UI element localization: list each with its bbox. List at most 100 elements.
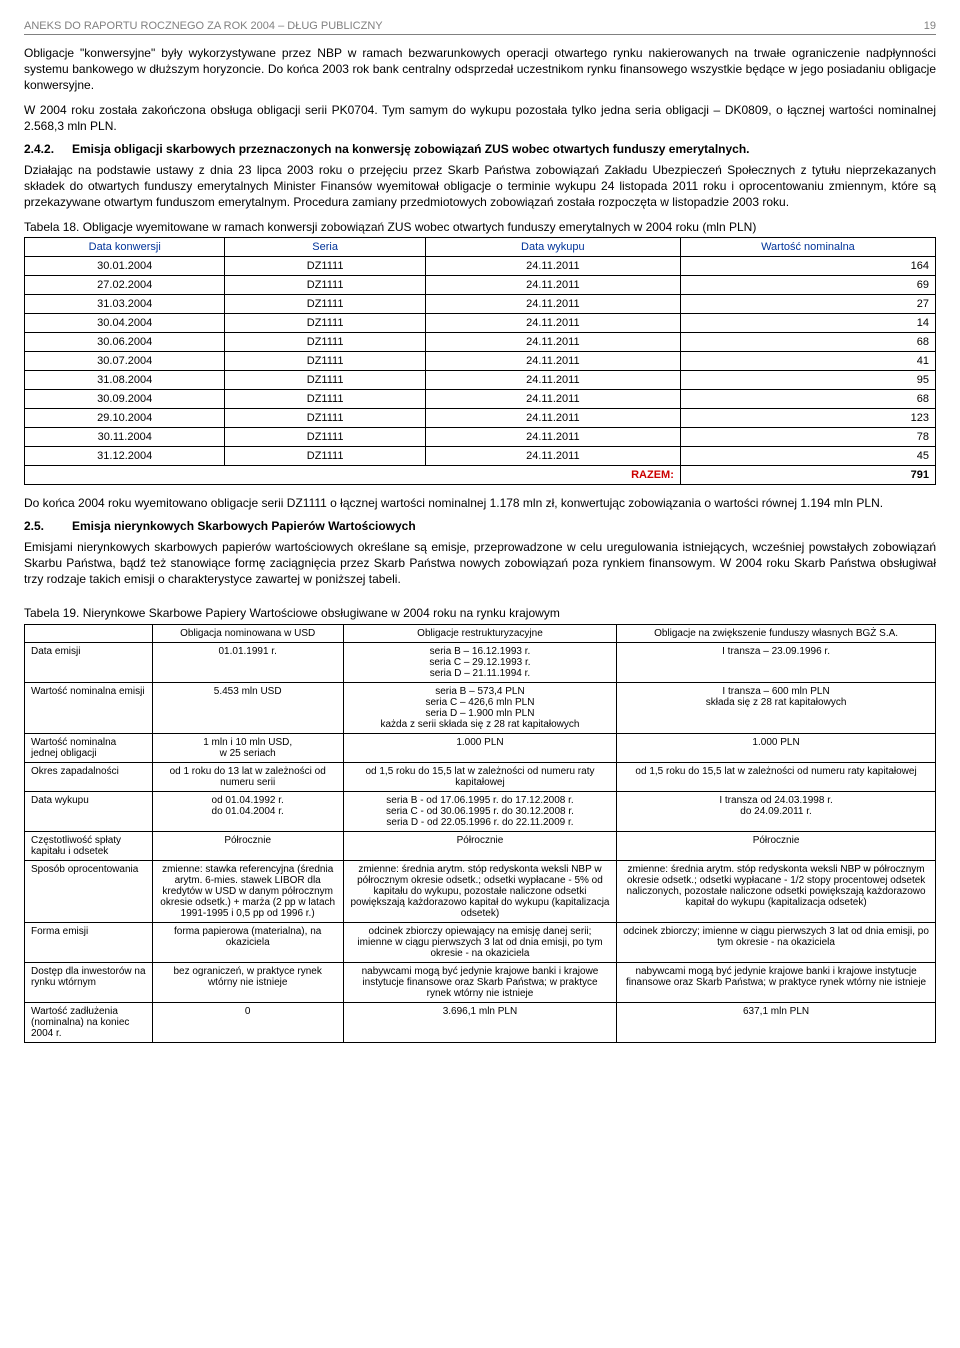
row-label: Forma emisji: [25, 922, 153, 962]
table-cell: 1.000 PLN: [617, 733, 936, 762]
table-cell: 24.11.2011: [425, 275, 680, 294]
page-header: ANEKS DO RAPORTU ROCZNEGO ZA ROK 2004 – …: [24, 20, 936, 35]
table-cell: 30.04.2004: [25, 313, 225, 332]
table-cell: 24.11.2011: [425, 408, 680, 427]
table-cell: Półrocznie: [152, 831, 343, 860]
table-cell: bez ograniczeń, w praktyce rynek wtórny …: [152, 962, 343, 1002]
table-row: 30.01.2004DZ111124.11.2011164: [25, 256, 936, 275]
table-cell: 41: [680, 351, 935, 370]
table-cell: DZ1111: [225, 370, 425, 389]
table-cell: 31.12.2004: [25, 446, 225, 465]
row-label: Sposób oprocentowania: [25, 860, 153, 922]
table-cell: 30.07.2004: [25, 351, 225, 370]
table-cell: 24.11.2011: [425, 256, 680, 275]
table-cell: forma papierowa (materialna), na okazici…: [152, 922, 343, 962]
table-cell: 68: [680, 332, 935, 351]
table-row: 30.09.2004DZ111124.11.201168: [25, 389, 936, 408]
table-18-header-row: Data konwersji Seria Data wykupu Wartość…: [25, 237, 936, 256]
table-cell: nabywcami mogą być jedynie krajowe banki…: [617, 962, 936, 1002]
table-row: Data emisji01.01.1991 r.seria B – 16.12.…: [25, 642, 936, 682]
table-cell: seria B – 16.12.1993 r.seria C – 29.12.1…: [343, 642, 616, 682]
table-cell: od 1,5 roku do 15,5 lat w zależności od …: [343, 762, 616, 791]
table-cell: nabywcami mogą być jedynie krajowe banki…: [343, 962, 616, 1002]
table-cell: 31.03.2004: [25, 294, 225, 313]
table-row: 27.02.2004DZ111124.11.201169: [25, 275, 936, 294]
table-cell: seria B - od 17.06.1995 r. do 17.12.2008…: [343, 791, 616, 831]
table-cell: 24.11.2011: [425, 427, 680, 446]
table-cell: 24.11.2011: [425, 370, 680, 389]
table-cell: 95: [680, 370, 935, 389]
table-row: Okres zapadalnościod 1 roku do 13 lat w …: [25, 762, 936, 791]
table-cell: 30.11.2004: [25, 427, 225, 446]
table-cell: 1.000 PLN: [343, 733, 616, 762]
table-cell: 24.11.2011: [425, 294, 680, 313]
table-cell: DZ1111: [225, 256, 425, 275]
section-242-heading: 2.4.2. Emisja obligacji skarbowych przez…: [24, 142, 936, 156]
table-cell: 164: [680, 256, 935, 275]
table-row: 30.11.2004DZ111124.11.201178: [25, 427, 936, 446]
table-row: Wartość zadłużenia (nominalna) na koniec…: [25, 1002, 936, 1042]
table-18-header: Data konwersji: [25, 237, 225, 256]
table-cell: 68: [680, 389, 935, 408]
table-row: 31.08.2004DZ111124.11.201195: [25, 370, 936, 389]
table-row: 29.10.2004DZ111124.11.2011123: [25, 408, 936, 427]
table-19-header: Obligacja nominowana w USD: [152, 624, 343, 642]
table-cell: 24.11.2011: [425, 446, 680, 465]
table-row-total: RAZEM:791: [25, 465, 936, 484]
table-cell: 78: [680, 427, 935, 446]
table-18-header: Data wykupu: [425, 237, 680, 256]
table-cell: 24.11.2011: [425, 332, 680, 351]
table-cell: 0: [152, 1002, 343, 1042]
table-cell: I transza od 24.03.1998 r.do 24.09.2011 …: [617, 791, 936, 831]
table-row: Forma emisjiforma papierowa (materialna)…: [25, 922, 936, 962]
table-cell: seria B – 573,4 PLNseria C – 426,6 mln P…: [343, 682, 616, 733]
table-cell: DZ1111: [225, 313, 425, 332]
table-18-caption: Tabela 18. Obligacje wyemitowane w ramac…: [24, 219, 936, 235]
table-cell: 3.696,1 mln PLN: [343, 1002, 616, 1042]
table-cell: zmienne: stawka referencyjna (średnia ar…: [152, 860, 343, 922]
table-cell: 31.08.2004: [25, 370, 225, 389]
section-25-heading: 2.5. Emisja nierynkowych Skarbowych Papi…: [24, 519, 936, 533]
table-19-header-row: Obligacja nominowana w USD Obligacje res…: [25, 624, 936, 642]
paragraph-2: W 2004 roku została zakończona obsługa o…: [24, 102, 936, 134]
table-cell: DZ1111: [225, 408, 425, 427]
table-19-header: Obligacje restrukturyzacyjne: [343, 624, 616, 642]
header-page-number: 19: [924, 20, 936, 32]
row-label: Wartość nominalna jednej obligacji: [25, 733, 153, 762]
table-cell: od 1 roku do 13 lat w zależności od nume…: [152, 762, 343, 791]
table-cell: DZ1111: [225, 275, 425, 294]
total-label: RAZEM:: [25, 465, 681, 484]
row-label: Data wykupu: [25, 791, 153, 831]
table-cell: 637,1 mln PLN: [617, 1002, 936, 1042]
table-cell: I transza – 23.09.1996 r.: [617, 642, 936, 682]
section-242-number: 2.4.2.: [24, 142, 72, 156]
table-cell: 30.09.2004: [25, 389, 225, 408]
table-cell: 30.06.2004: [25, 332, 225, 351]
paragraph-5: Emisjami nierynkowych skarbowych papieró…: [24, 539, 936, 588]
table-row: Częstotliwość spłaty kapitału i odsetekP…: [25, 831, 936, 860]
row-label: Wartość nominalna emisji: [25, 682, 153, 733]
table-cell: od 01.04.1992 r.do 01.04.2004 r.: [152, 791, 343, 831]
table-cell: I transza – 600 mln PLNskłada się z 28 r…: [617, 682, 936, 733]
table-cell: 123: [680, 408, 935, 427]
table-cell: 24.11.2011: [425, 389, 680, 408]
table-19-header: Obligacje na zwiększenie funduszy własny…: [617, 624, 936, 642]
paragraph-4: Do końca 2004 roku wyemitowano obligacje…: [24, 495, 936, 511]
table-row: 30.04.2004DZ111124.11.201114: [25, 313, 936, 332]
table-row: 30.07.2004DZ111124.11.201141: [25, 351, 936, 370]
row-label: Data emisji: [25, 642, 153, 682]
table-cell: 30.01.2004: [25, 256, 225, 275]
table-row: 31.12.2004DZ111124.11.201145: [25, 446, 936, 465]
table-row: Dostęp dla inwestorów na rynku wtórnymbe…: [25, 962, 936, 1002]
row-label: Wartość zadłużenia (nominalna) na koniec…: [25, 1002, 153, 1042]
table-cell: DZ1111: [225, 294, 425, 313]
table-cell: odcinek zbiorczy opiewający na emisję da…: [343, 922, 616, 962]
table-cell: 1 mln i 10 mln USD,w 25 seriach: [152, 733, 343, 762]
table-cell: od 1,5 roku do 15,5 lat w zależności od …: [617, 762, 936, 791]
table-cell: 29.10.2004: [25, 408, 225, 427]
table-cell: 45: [680, 446, 935, 465]
paragraph-1: Obligacje "konwersyjne" były wykorzystyw…: [24, 45, 936, 94]
table-cell: DZ1111: [225, 389, 425, 408]
header-left: ANEKS DO RAPORTU ROCZNEGO ZA ROK 2004 – …: [24, 20, 383, 32]
paragraph-3: Działając na podstawie ustawy z dnia 23 …: [24, 162, 936, 211]
